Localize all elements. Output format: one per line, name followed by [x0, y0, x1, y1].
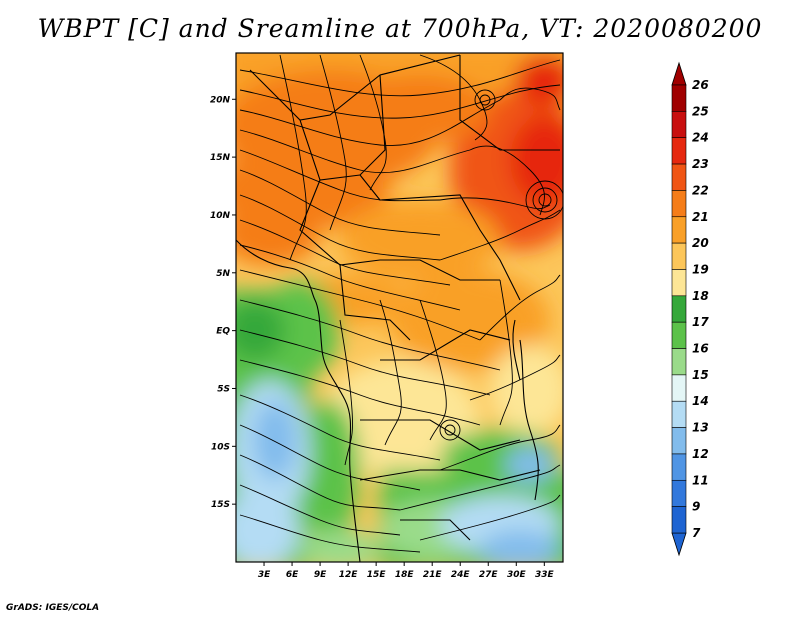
colorbar-swatch: [671, 374, 687, 402]
lat-tick-label: EQ: [216, 327, 230, 337]
colorbar-label: 20: [692, 236, 709, 250]
lon-tick-label: 6E: [286, 570, 299, 580]
colorbar-label: 19: [692, 262, 709, 276]
colorbar-label: 14: [692, 394, 709, 408]
lat-tick-label: 10N: [210, 211, 231, 221]
grads-credit: GrADS: IGES/COLA: [6, 603, 100, 613]
colorbar-label: 7: [692, 526, 701, 540]
colorbar-swatch: [671, 137, 687, 165]
lon-tick-label: 30E: [507, 570, 527, 580]
colorbar-swatch: [671, 190, 687, 218]
colorbar-label: 15: [692, 368, 709, 382]
colorbar-label: 22: [692, 183, 709, 197]
colorbar-label: 13: [692, 421, 709, 435]
lon-tick-label: 15E: [367, 570, 387, 580]
colorbar-label: 17: [692, 315, 709, 329]
colorbar-bottom-arrow: [671, 532, 687, 557]
colorbar-label: 9: [692, 500, 700, 514]
lon-tick-label: 9E: [314, 570, 327, 580]
lon-tick-label: 33E: [535, 570, 555, 580]
colorbar-label: 21: [692, 210, 709, 224]
lon-tick-label: 3E: [258, 570, 271, 580]
colorbar-label: 12: [692, 447, 709, 461]
colorbar-label: 23: [692, 157, 709, 171]
colorbar-label: 24: [692, 131, 709, 145]
latitude-axis: 20N 15N 10N 5N EQ 5S 10S 15S: [210, 95, 236, 510]
lat-tick-label: 20N: [210, 95, 231, 105]
colorbar-swatch: [671, 295, 687, 323]
colorbar-label: 11: [692, 473, 709, 487]
colorbar-swatch: [671, 84, 687, 112]
colorbar-swatch: [671, 269, 687, 297]
colorbar-swatch: [671, 321, 687, 349]
colorbar: 26 25 24 23 22 21 20 19 18 17 16 15 14 13 12 11 9 7: [671, 61, 709, 557]
lat-tick-label: 15S: [211, 500, 230, 510]
map-frame: [235, 52, 564, 563]
longitude-axis: 3E 6E 9E 12E 15E 18E 21E 24E 27E 30E 33E: [258, 562, 555, 580]
colorbar-swatch: [671, 348, 687, 376]
colorbar-label: 18: [692, 289, 709, 303]
swirls: [439, 89, 563, 441]
lat-tick-label: 15N: [210, 153, 231, 163]
colorbar-swatch: [671, 111, 687, 139]
lon-tick-label: 24E: [451, 570, 471, 580]
colorbar-label: 26: [692, 78, 709, 92]
colorbar-swatch: [671, 400, 687, 428]
streamlines: [239, 54, 561, 553]
colorbar-label: 16: [692, 342, 709, 356]
lon-tick-label: 18E: [395, 570, 415, 580]
colorbar-label: 25: [692, 104, 709, 118]
map-title: WBPT [C] and Sreamline at 700hPa, VT: 20…: [37, 14, 763, 43]
lon-tick-label: 27E: [479, 570, 499, 580]
colorbar-swatch: [671, 216, 687, 244]
colorbar-top-arrow: [671, 61, 687, 86]
colorbar-swatch: [671, 453, 687, 481]
colorbar-swatch: [671, 163, 687, 191]
lat-tick-label: 10S: [211, 442, 230, 452]
lon-tick-label: 21E: [423, 570, 443, 580]
colorbar-swatch: [671, 242, 687, 270]
colorbar-swatch: [671, 479, 687, 507]
wbpt-shading: [236, 53, 563, 562]
lon-tick-label: 12E: [339, 570, 359, 580]
lat-tick-label: 5N: [216, 269, 230, 279]
colorbar-swatch: [671, 506, 687, 534]
colorbar-swatch: [671, 427, 687, 455]
lat-tick-label: 5S: [217, 384, 230, 394]
country-borders: [236, 54, 560, 562]
